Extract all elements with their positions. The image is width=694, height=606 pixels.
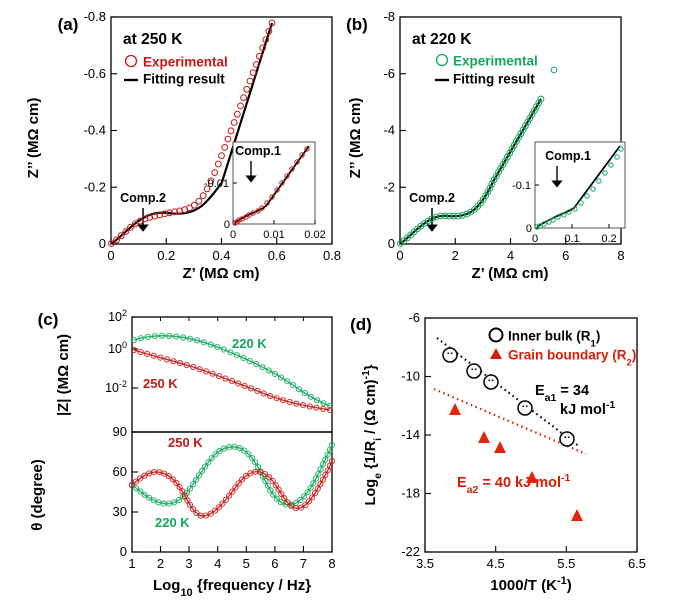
- svg-text:Fitting result: Fitting result: [143, 72, 225, 87]
- svg-text:-18: -18: [401, 486, 420, 501]
- svg-text:0: 0: [107, 248, 114, 263]
- svg-text:Fitting result: Fitting result: [453, 72, 535, 87]
- svg-text:Experimental: Experimental: [453, 54, 538, 69]
- svg-text:(a): (a): [58, 15, 79, 34]
- svg-text:Comp.1: Comp.1: [235, 144, 281, 158]
- svg-text:(c): (c): [38, 310, 59, 329]
- svg-text:0.2: 0.2: [157, 248, 175, 263]
- svg-text:90: 90: [113, 424, 127, 439]
- svg-text:60: 60: [113, 464, 127, 479]
- svg-text:0.1: 0.1: [564, 233, 579, 245]
- svg-text:220 K: 220 K: [155, 515, 190, 530]
- svg-text:-14: -14: [401, 427, 420, 442]
- svg-text:7: 7: [300, 556, 307, 571]
- svg-text:2: 2: [157, 556, 164, 571]
- svg-text:250 K: 250 K: [143, 376, 178, 391]
- svg-text:(d): (d): [350, 315, 372, 334]
- svg-text:0.02: 0.02: [304, 229, 325, 241]
- svg-text:0: 0: [396, 248, 403, 263]
- svg-text:(b): (b): [346, 15, 368, 34]
- svg-text:Z’ (MΩ cm): Z’ (MΩ cm): [471, 265, 548, 282]
- svg-text:-0.8: -0.8: [84, 9, 106, 24]
- svg-text:5.5: 5.5: [557, 556, 575, 571]
- svg-text:1: 1: [128, 556, 135, 571]
- svg-text:Z’ (MΩ cm): Z’ (MΩ cm): [182, 265, 259, 282]
- svg-text:220 K: 220 K: [232, 336, 267, 351]
- svg-text:6: 6: [271, 556, 278, 571]
- svg-text:-0.2: -0.2: [84, 180, 106, 195]
- svg-text:-6: -6: [383, 66, 395, 81]
- svg-text:0: 0: [99, 236, 106, 251]
- svg-text:250 K: 250 K: [168, 435, 203, 450]
- svg-text:0.01: 0.01: [263, 229, 284, 241]
- svg-text:0: 0: [120, 544, 127, 559]
- svg-text:-2: -2: [383, 180, 395, 195]
- svg-text:4: 4: [507, 248, 514, 263]
- svg-text:-10: -10: [401, 369, 420, 384]
- svg-text:-8: -8: [383, 9, 395, 24]
- svg-text:at 220 K: at 220 K: [412, 31, 472, 48]
- svg-text:8: 8: [328, 556, 335, 571]
- svg-text:Z’’ (MΩ cm): Z’’ (MΩ cm): [25, 98, 42, 179]
- svg-text:-0.6: -0.6: [84, 66, 106, 81]
- svg-text:0: 0: [532, 233, 538, 245]
- svg-text:Comp.2: Comp.2: [409, 191, 455, 205]
- svg-text:0.2: 0.2: [601, 233, 616, 245]
- svg-text:at 250 K: at 250 K: [123, 31, 183, 48]
- svg-text:-0.1: -0.1: [512, 180, 531, 192]
- svg-text:Experimental: Experimental: [143, 55, 228, 70]
- svg-text:-4: -4: [383, 123, 395, 138]
- svg-text:Comp.1: Comp.1: [545, 149, 591, 163]
- svg-text:0.4: 0.4: [212, 248, 230, 263]
- svg-text:5: 5: [243, 556, 250, 571]
- svg-text:0.8: 0.8: [323, 248, 341, 263]
- svg-text:3: 3: [185, 556, 192, 571]
- svg-text:0.6: 0.6: [268, 248, 286, 263]
- svg-text:-6: -6: [408, 310, 420, 325]
- svg-text:Comp.2: Comp.2: [120, 191, 166, 205]
- svg-text:θ (degree): θ (degree): [29, 459, 46, 530]
- svg-text:6: 6: [562, 248, 569, 263]
- svg-text:-0.4: -0.4: [84, 123, 106, 138]
- svg-text:Z’’ (MΩ cm): Z’’ (MΩ cm): [347, 98, 364, 179]
- svg-text:-0.01: -0.01: [204, 178, 229, 190]
- svg-text:0: 0: [388, 236, 395, 251]
- svg-text:4.5: 4.5: [487, 556, 505, 571]
- svg-text:|Z| (MΩ cm): |Z| (MΩ cm): [55, 334, 72, 416]
- svg-text:8: 8: [617, 248, 624, 263]
- svg-text:30: 30: [113, 504, 127, 519]
- svg-text:0: 0: [230, 229, 236, 241]
- svg-text:3.5: 3.5: [416, 556, 434, 571]
- svg-text:6.5: 6.5: [628, 556, 646, 571]
- svg-text:2: 2: [452, 248, 459, 263]
- svg-text:4: 4: [214, 556, 221, 571]
